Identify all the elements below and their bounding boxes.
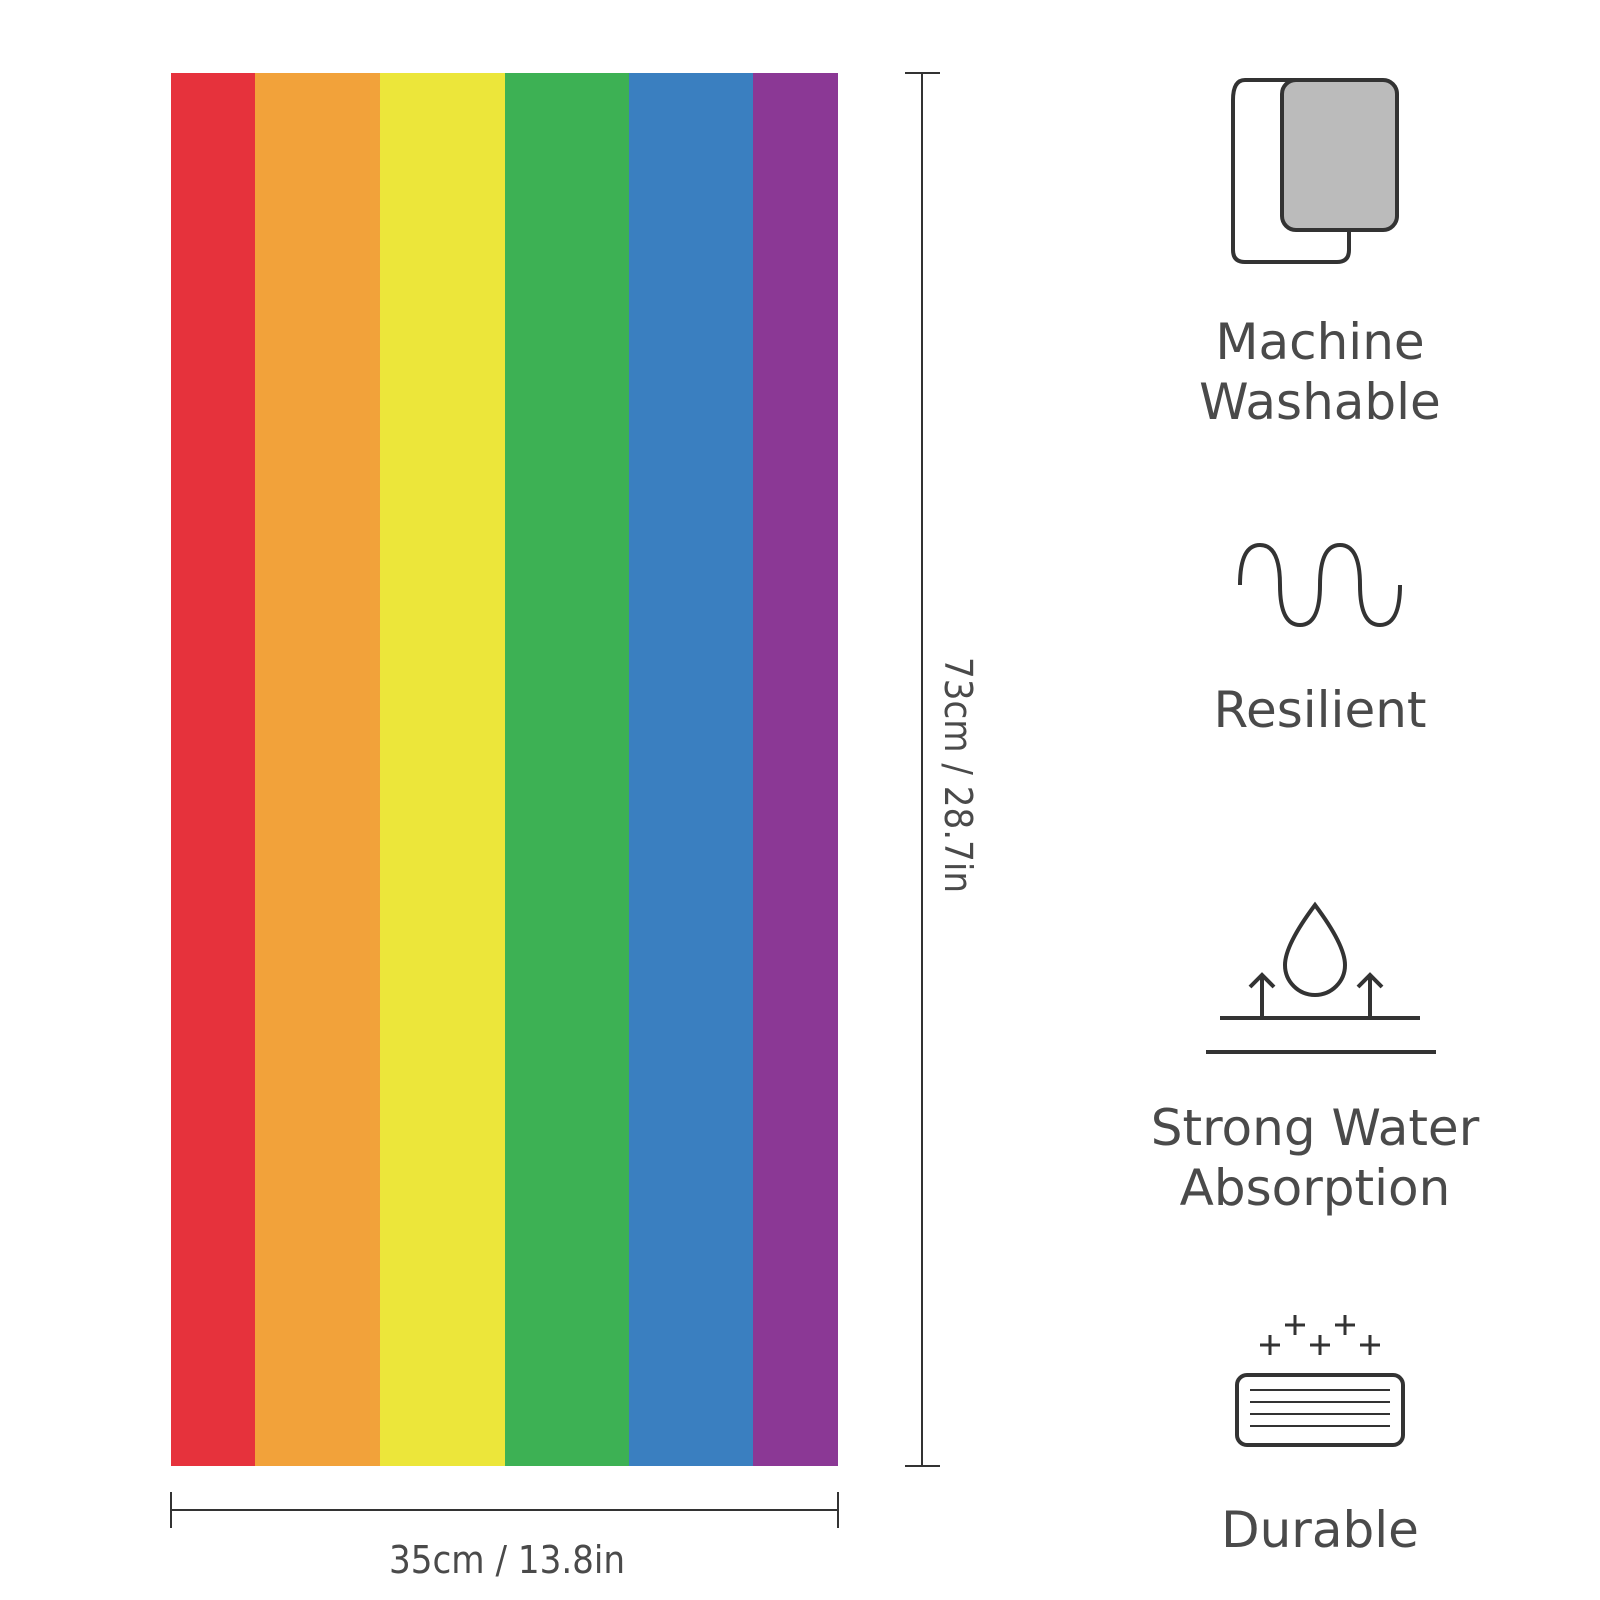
feature-label: Strong Water Absorption — [1150, 1099, 1480, 1217]
dimension-lines — [170, 72, 940, 1528]
height-label: 73cm / 28.7in — [936, 656, 980, 894]
towel — [171, 73, 838, 1466]
icons — [1206, 78, 1436, 1447]
width-label: 35cm / 13.8in — [389, 1538, 626, 1582]
feature-label: Durable — [1221, 1501, 1419, 1559]
feature-label: Machine Washable — [1199, 313, 1441, 431]
feature-label: Resilient — [1213, 681, 1427, 739]
